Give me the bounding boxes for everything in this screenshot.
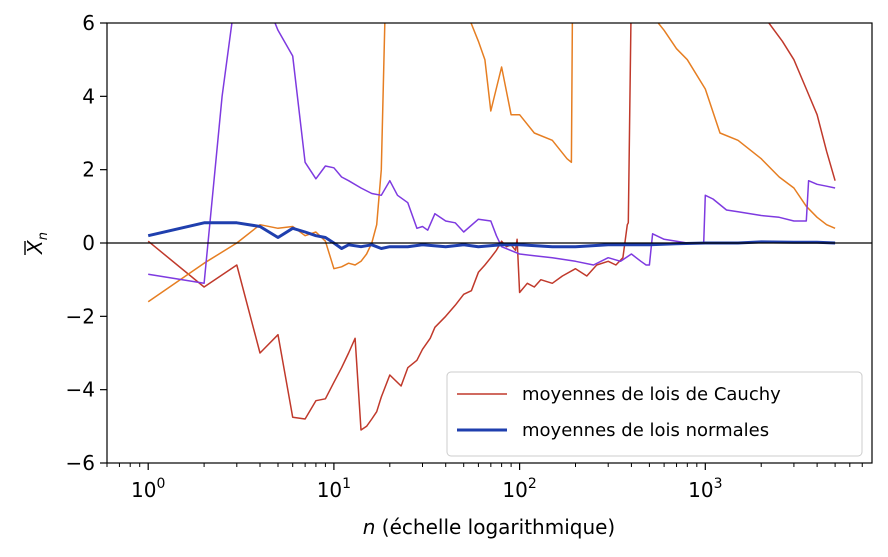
y-tick-label: 2 bbox=[82, 158, 95, 182]
y-axis-label-subscript: n bbox=[36, 232, 51, 240]
x-tick-label: 103 bbox=[688, 476, 722, 502]
legend: moyennes de lois de Cauchy moyennes de l… bbox=[446, 371, 863, 457]
legend-label-cauchy: moyennes de lois de Cauchy bbox=[522, 384, 781, 405]
x-tick-label: 100 bbox=[131, 476, 165, 502]
y-axis-label: Xn bbox=[23, 232, 51, 255]
x-axis: 100 101 102 103 bbox=[106, 463, 863, 502]
cauchy-means-line-2 bbox=[147, 23, 836, 303]
y-tick-label: 6 bbox=[82, 11, 95, 35]
x-tick-label: 102 bbox=[502, 476, 536, 502]
y-tick-label: −2 bbox=[66, 304, 95, 328]
svg-text:Xn: Xn bbox=[23, 232, 51, 255]
y-tick-label: 0 bbox=[82, 231, 95, 255]
legend-label-normal: moyennes de lois normales bbox=[522, 420, 769, 441]
y-axis: −6 −4 −2 0 2 4 6 bbox=[66, 11, 107, 475]
y-tick-label: −6 bbox=[66, 451, 95, 475]
x-axis-label: n (échelle logarithmique) bbox=[363, 515, 615, 539]
x-axis-label-variable: n bbox=[363, 515, 376, 539]
y-axis-label-variable: X bbox=[23, 239, 47, 255]
x-tick-label: 101 bbox=[317, 476, 351, 502]
x-axis-label-text: (échelle logarithmique) bbox=[375, 515, 615, 539]
y-tick-label: 4 bbox=[82, 84, 95, 108]
y-tick-label: −4 bbox=[66, 378, 95, 402]
legend-box bbox=[446, 371, 863, 457]
cauchy-means-line-3 bbox=[148, 23, 836, 285]
